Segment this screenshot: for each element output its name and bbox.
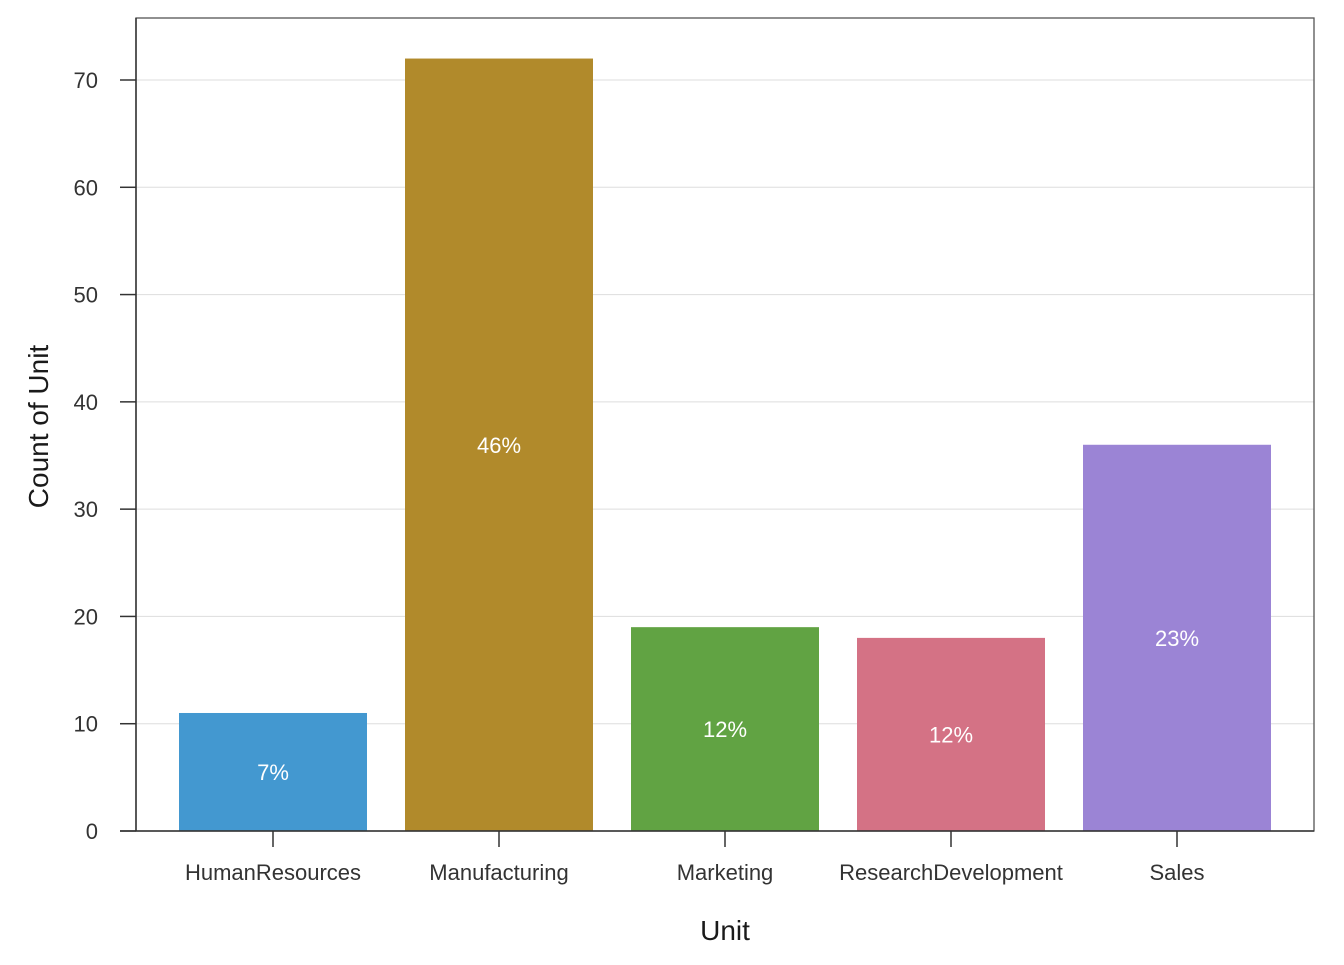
y-axis: 0 10 20 30 40 50 60 70 <box>74 18 137 844</box>
y-axis-title: Count of Unit <box>23 345 54 509</box>
x-axis-title: Unit <box>700 915 750 946</box>
y-tick-label: 50 <box>74 283 98 308</box>
x-tick-label: HumanResources <box>185 860 361 885</box>
y-tick-label: 10 <box>74 712 98 737</box>
bar-data-label: 23% <box>1155 626 1199 651</box>
bars <box>179 58 1271 832</box>
bar-manufacturing <box>405 58 593 832</box>
y-tick-label: 60 <box>74 175 98 200</box>
bar-sales <box>1083 444 1271 831</box>
bar-marketing <box>631 627 819 831</box>
y-tick-label: 40 <box>74 390 98 415</box>
y-tick-label: 0 <box>86 819 98 844</box>
x-tick-label: ResearchDevelopment <box>839 860 1063 885</box>
x-axis: HumanResources Manufacturing Marketing Rese… <box>120 830 1314 885</box>
x-tick-label: Sales <box>1149 860 1204 885</box>
bar-data-labels: 7% 46% 12% 12% 23% <box>257 433 1199 785</box>
bar-researchdevelopment <box>857 637 1045 831</box>
gridlines <box>136 79 1314 725</box>
y-tick-label: 20 <box>74 604 98 629</box>
x-tick-label: Marketing <box>677 860 774 885</box>
y-tick-label: 30 <box>74 497 98 522</box>
bar-data-label: 12% <box>929 722 973 747</box>
bar-humanresources <box>179 712 367 831</box>
bar-data-label: 7% <box>257 760 289 785</box>
x-tick-label: Manufacturing <box>429 860 568 885</box>
bar-data-label: 46% <box>477 433 521 458</box>
bar-data-label: 12% <box>703 717 747 742</box>
y-tick-label: 70 <box>74 68 98 93</box>
